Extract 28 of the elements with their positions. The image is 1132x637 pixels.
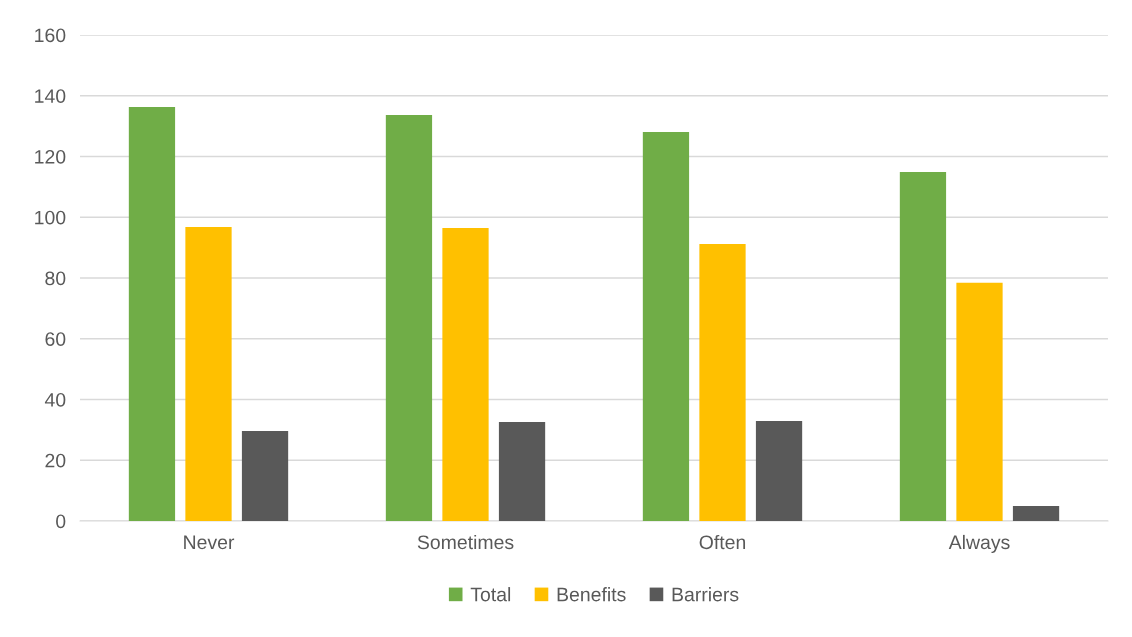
- x-tick-label: Always: [948, 534, 1010, 554]
- y-tick-label: 60: [45, 332, 66, 346]
- bar: [128, 106, 176, 521]
- x-tick-label: Never: [184, 535, 235, 550]
- bar: [899, 171, 947, 521]
- legend-label: Total: [470, 587, 511, 602]
- x-tick-label: Often: [699, 534, 746, 550]
- y-tick-label: 0: [56, 514, 66, 529]
- bar: [755, 421, 803, 521]
- bar: [699, 243, 746, 521]
- bar: [241, 431, 289, 521]
- bar: [1012, 506, 1060, 521]
- bar: [498, 421, 546, 521]
- bar: [956, 282, 1003, 521]
- x-tick-label: Sometimes: [417, 534, 514, 550]
- legend-label: Barriers: [672, 587, 739, 602]
- bar: [642, 131, 690, 521]
- bar: [442, 227, 489, 521]
- y-tick-label: 120: [35, 149, 66, 164]
- y-tick-label: 140: [35, 89, 66, 103]
- legend-label: Benefits: [557, 587, 626, 602]
- y-tick-label: 100: [35, 210, 66, 225]
- y-tick-label: 20: [45, 453, 66, 468]
- bar: [385, 114, 433, 521]
- bar: [185, 226, 232, 521]
- y-tick-label: 40: [44, 392, 66, 407]
- y-tick-label: 160: [35, 28, 66, 43]
- y-tick-label: 80: [45, 271, 66, 286]
